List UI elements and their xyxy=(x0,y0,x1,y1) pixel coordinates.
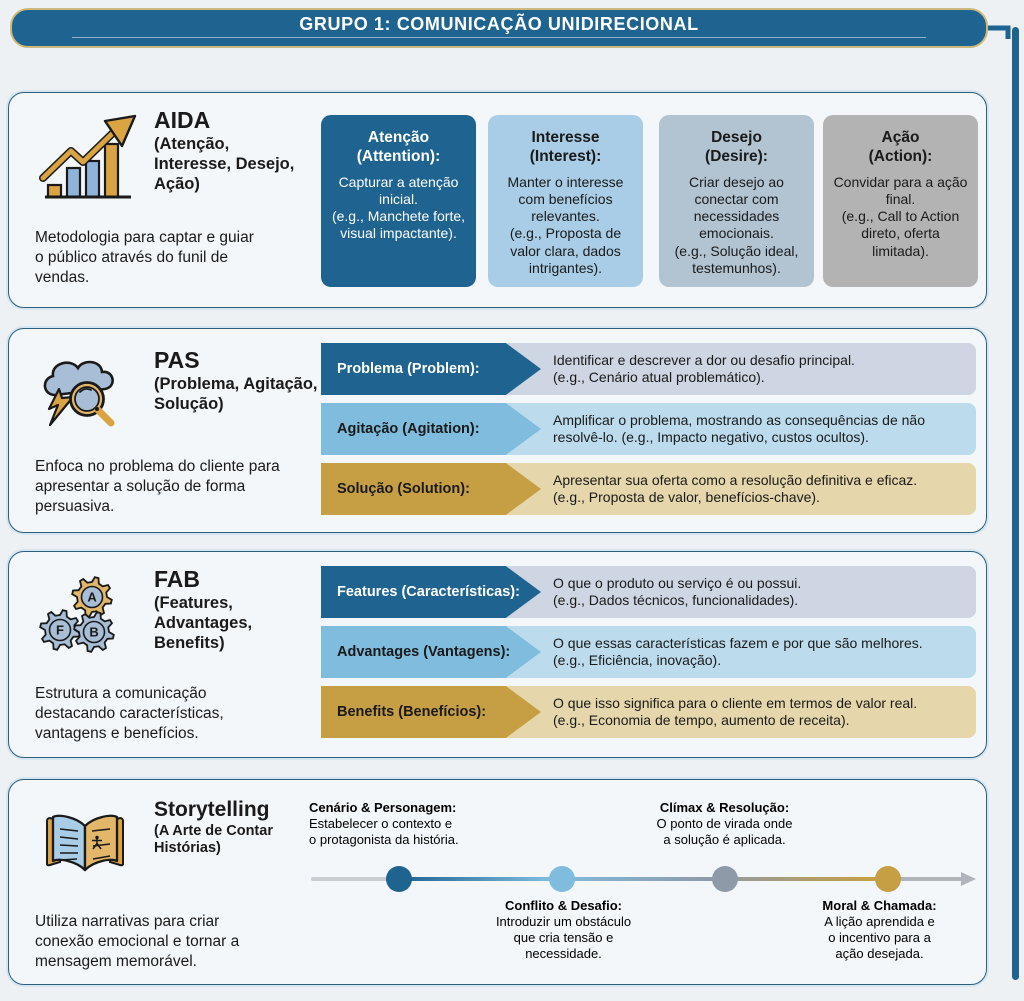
svg-text:A: A xyxy=(87,590,97,605)
svg-text:F: F xyxy=(56,623,64,638)
svg-text:B: B xyxy=(89,625,98,640)
